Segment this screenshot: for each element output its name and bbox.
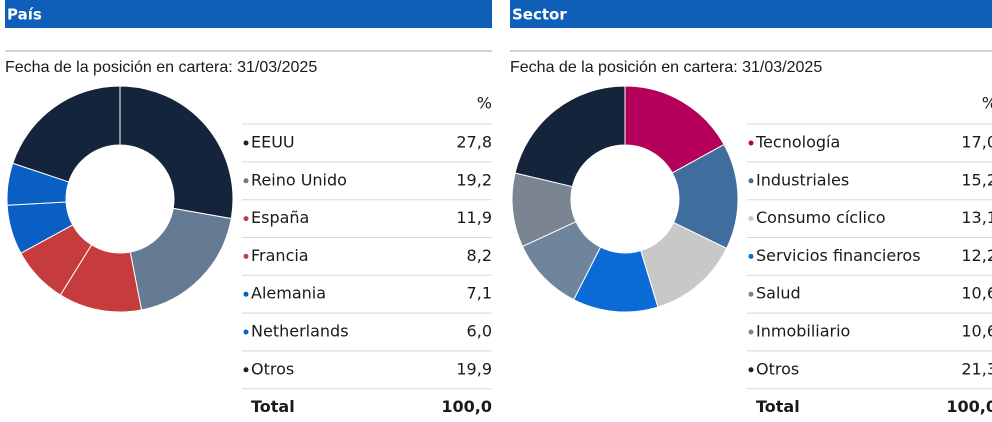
slice bbox=[129, 207, 232, 311]
legend-dot bbox=[243, 291, 249, 297]
legend-label: Salud bbox=[756, 284, 801, 303]
legend-label: Otros bbox=[756, 359, 799, 378]
panel: País Fecha de la posición en cartera: 31/… bbox=[5, 0, 492, 416]
legend-dot bbox=[748, 140, 754, 146]
legend-label: Tecnología bbox=[755, 133, 840, 152]
legend-label: Servicios financieros bbox=[756, 246, 921, 265]
slice bbox=[119, 85, 234, 220]
value-label: 8,2 bbox=[467, 246, 492, 265]
value-label: 15,2 bbox=[961, 170, 992, 189]
value-label: 21,3 bbox=[961, 359, 992, 378]
total-value: 100,0 bbox=[946, 397, 992, 416]
subtitle: Fecha de la posición en cartera: 31/03/2… bbox=[5, 59, 317, 76]
legend-label: Reino Unido bbox=[251, 170, 347, 189]
legend-dot bbox=[748, 253, 754, 259]
legend-dot bbox=[748, 329, 754, 335]
legend-label: Alemania bbox=[251, 284, 326, 303]
legend-dot bbox=[748, 216, 754, 222]
total-label: Total bbox=[251, 397, 295, 416]
legend-label: España bbox=[251, 208, 309, 227]
legend-dot bbox=[243, 253, 249, 259]
value-label: 27,8 bbox=[456, 133, 492, 152]
legend-dot bbox=[748, 178, 754, 184]
legend-dot bbox=[748, 367, 754, 373]
value-label: 19,2 bbox=[456, 170, 492, 189]
value-label: 13,1 bbox=[961, 208, 992, 227]
value-label: 6,0 bbox=[467, 322, 492, 341]
legend-dot bbox=[243, 140, 249, 146]
legend-dot bbox=[243, 367, 249, 373]
legend-label: Francia bbox=[251, 246, 309, 265]
legend-label: Consumo cíclico bbox=[756, 208, 886, 227]
total-value: 100,0 bbox=[441, 397, 492, 416]
legend-label: EEUU bbox=[251, 133, 295, 152]
subtitle: Fecha de la posición en cartera: 31/03/2… bbox=[510, 59, 822, 76]
legend-dot bbox=[748, 291, 754, 297]
legend-dot bbox=[243, 216, 249, 222]
panel-title: País bbox=[7, 6, 42, 24]
value-label: 7,1 bbox=[467, 284, 492, 303]
value-label: 12,2 bbox=[961, 246, 992, 265]
column-header: % bbox=[982, 94, 992, 113]
slice bbox=[12, 85, 121, 183]
legend-label: Industriales bbox=[756, 170, 849, 189]
legend-dot bbox=[243, 329, 249, 335]
value-label: 10,6 bbox=[961, 284, 992, 303]
slice bbox=[514, 85, 626, 188]
header-bar bbox=[510, 0, 992, 28]
panel: Sector Fecha de la posición en cartera: 3… bbox=[510, 0, 992, 416]
legend-label: Netherlands bbox=[251, 322, 349, 341]
panel-title: Sector bbox=[512, 6, 567, 24]
value-label: 17,0 bbox=[961, 133, 992, 152]
legend-dot bbox=[243, 178, 249, 184]
value-label: 19,9 bbox=[456, 359, 492, 378]
legend-label: Inmobiliario bbox=[756, 322, 850, 341]
legend-label: Otros bbox=[251, 359, 294, 378]
total-label: Total bbox=[756, 397, 800, 416]
value-label: 10,6 bbox=[961, 322, 992, 341]
column-header: % bbox=[477, 94, 492, 113]
header-bar bbox=[5, 0, 492, 28]
value-label: 11,9 bbox=[456, 208, 492, 227]
